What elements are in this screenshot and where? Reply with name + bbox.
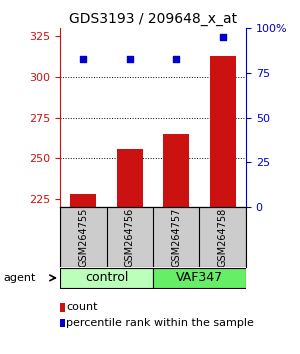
Text: GSM264758: GSM264758 (218, 207, 228, 267)
Bar (70, 194, 96, 207)
Text: count: count (66, 302, 98, 312)
Title: GDS3193 / 209648_x_at: GDS3193 / 209648_x_at (69, 12, 237, 26)
Text: GSM264756: GSM264756 (125, 207, 135, 267)
Text: percentile rank within the sample: percentile rank within the sample (66, 318, 254, 328)
FancyBboxPatch shape (60, 268, 153, 288)
Bar (164, 134, 189, 207)
FancyBboxPatch shape (153, 268, 246, 288)
Bar (210, 56, 236, 207)
Point (174, 56, 178, 62)
Point (220, 34, 225, 40)
Text: control: control (85, 272, 128, 284)
Text: agent: agent (3, 273, 35, 283)
Text: VAF347: VAF347 (176, 272, 223, 284)
Point (81, 56, 86, 62)
Point (128, 56, 132, 62)
Bar (117, 149, 142, 207)
Text: GSM264755: GSM264755 (78, 207, 88, 267)
Text: GSM264757: GSM264757 (171, 207, 181, 267)
